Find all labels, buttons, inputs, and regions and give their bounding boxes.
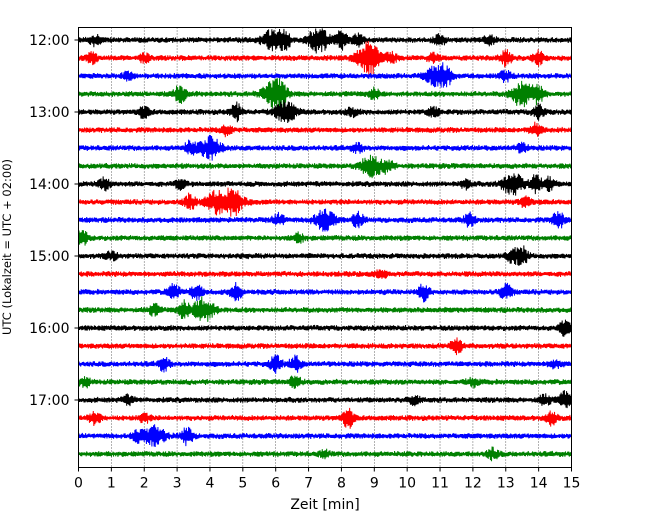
x-axis-label: Zeit [min] xyxy=(290,497,359,513)
trace-line-1400 xyxy=(78,173,572,196)
trace-line-1245 xyxy=(78,78,572,110)
trace-line-1330 xyxy=(78,134,572,161)
trace-line-1630 xyxy=(78,354,572,374)
plot-frame xyxy=(78,27,572,468)
y-tick-label: 12:00 xyxy=(29,33,69,49)
x-tick-label: 13 xyxy=(497,476,515,492)
x-tick-label: 15 xyxy=(563,476,581,492)
trace-line-1615 xyxy=(78,337,572,356)
x-tick-label: 11 xyxy=(431,476,449,492)
y-tick-label: 14:00 xyxy=(29,177,69,193)
y-axis-label: UTC (Lokalzeit = UTC + 02:00) xyxy=(0,159,14,335)
trace-line-1415 xyxy=(78,187,572,217)
trace-line-1430 xyxy=(78,208,572,232)
y-tick-label: 15:00 xyxy=(29,249,69,265)
y-axis: 12:00 13:00 14:00 15:00 16:00 17:00 xyxy=(29,33,79,409)
trace-line-1600 xyxy=(78,319,572,337)
trace-line-1345 xyxy=(78,154,572,179)
trace-line-1500 xyxy=(78,245,572,266)
x-tick-label: 5 xyxy=(238,476,247,492)
y-tick-label: 17:00 xyxy=(29,393,69,409)
trace-group xyxy=(78,28,572,462)
x-tick-label: 6 xyxy=(271,476,280,492)
trace-line-1200 xyxy=(78,28,572,54)
x-tick-label: 9 xyxy=(370,476,379,492)
trace-line-1730 xyxy=(78,424,572,448)
x-tick-label: 2 xyxy=(140,476,149,492)
trace-line-1515 xyxy=(78,269,572,279)
y-tick-label: 16:00 xyxy=(29,321,69,337)
trace-line-1445 xyxy=(78,230,572,246)
x-tick-label: 4 xyxy=(206,476,215,492)
x-tick-label: 14 xyxy=(530,476,548,492)
trace-line-1545 xyxy=(78,296,572,322)
trace-line-1315 xyxy=(78,121,572,138)
x-tick-label: 8 xyxy=(337,476,346,492)
trace-line-1715 xyxy=(78,407,572,429)
vertical-grid xyxy=(111,27,539,468)
trace-line-1530 xyxy=(78,282,572,303)
x-tick-label: 7 xyxy=(304,476,313,492)
x-tick-label: 10 xyxy=(398,476,416,492)
y-tick-label: 13:00 xyxy=(29,105,69,121)
trace-line-1300 xyxy=(78,99,572,123)
trace-line-1230 xyxy=(78,62,572,88)
trace-line-1745 xyxy=(78,446,572,462)
trace-line-1215 xyxy=(78,41,572,76)
trace-line-1700 xyxy=(78,390,572,409)
x-tick-label: 12 xyxy=(464,476,482,492)
x-tick-label: 0 xyxy=(74,476,83,492)
x-axis: 0 1 2 3 4 5 6 7 8 9 10 11 12 13 14 15 xyxy=(74,467,581,492)
x-tick-label: 1 xyxy=(107,476,116,492)
trace-line-1645 xyxy=(78,375,572,389)
x-tick-label: 3 xyxy=(173,476,182,492)
